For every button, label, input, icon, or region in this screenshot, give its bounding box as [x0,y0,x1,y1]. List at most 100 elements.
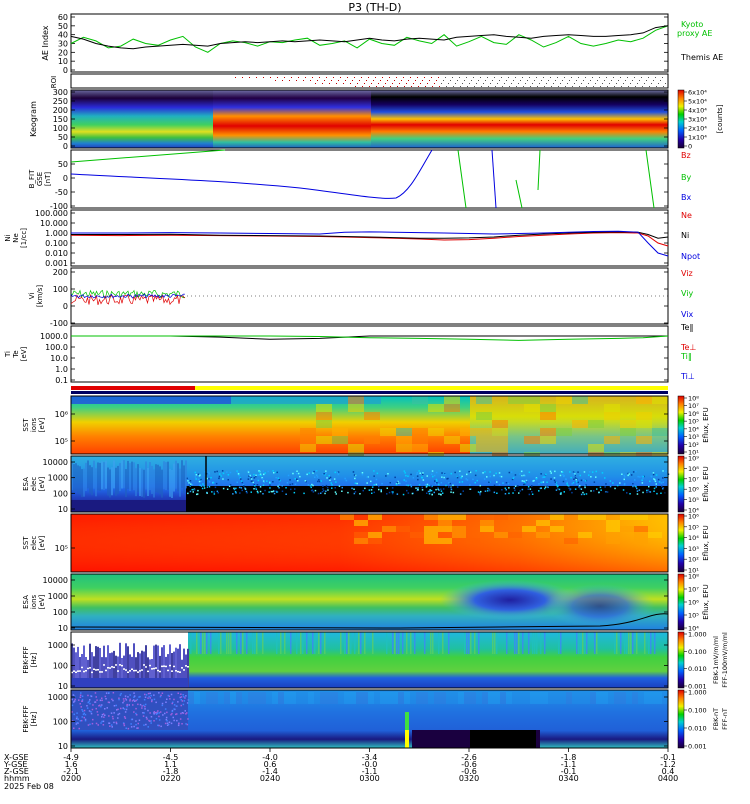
esa-elec-ylabel-3: [eV] [38,476,46,491]
esa-elec-speckle [71,460,670,498]
keogram-cbar-tick-2: 4x10⁴ [688,107,707,115]
ae-tick-1: 50 [58,22,68,31]
fbk-b-tick-2: 10 [58,682,68,691]
esa-elec-cbar-tick-3: 10⁶ [688,486,699,494]
time-axis-x-3: -3.4 [362,753,378,762]
velocity-tick-2: 0 [63,302,68,311]
fbk-e-cbar-tick-1: 0.100 [688,707,707,715]
sst-ions-colorbar [677,395,685,455]
esa-elec-cbar-tick-1: 10⁸ [688,465,699,473]
density-legend-ne: Ne [681,211,692,220]
fbk-b-cbar-tick-2: 0.010 [688,665,707,673]
bfield-bx-line-2 [491,149,497,209]
temperature-legend-tipar: Ti‖ [680,352,692,361]
axis-row-hhmm: hhmm [4,774,30,783]
time-axis-x-4: -2.6 [461,753,477,762]
sst-elec-ylabel: SST [22,536,30,550]
density-tick-5: 0.001 [45,259,68,268]
fbk-b-colorbar-ticks: 1.000 0.100 0.010 0.001 [684,631,707,691]
fbk-b-y-ticks: 1000 100 10 [48,641,668,691]
keogram-tick-6: 0 [63,142,68,151]
sst-elec-y-ticks: 10⁵ [55,544,668,553]
bfield-tick-3: -100 [50,202,68,211]
fbk-b-stripes [190,632,656,654]
temperature-legend-teperp: Te⊥ [680,343,696,352]
time-axis-t-5: 0340 [558,774,578,783]
fbk-e-panel: 1000 100 10 FBK-FFF [Hz] 1.000 0.100 0.010 0.… [22,689,729,752]
time-axis-t-0: 0200 [61,774,81,783]
keogram-tick-1: 250 [53,97,68,106]
esa-ions-cbar-tick-1: 10⁷ [688,586,699,594]
ae-legend-proxy: proxy AE [677,29,712,38]
bfield-tick-0: 50 [58,160,68,169]
density-series [70,230,669,257]
esa-ions-cbar-tick-0: 10⁸ [688,573,699,581]
fbk-e-tick-1: 100 [53,718,68,727]
bfield-tick-2: -50 [55,188,68,197]
esa-ions-y-ticks: 10000 1000 100 10 [43,576,668,633]
fbk-b-cbar-label: FBK-1mV/m/ml [712,636,720,684]
esa-elec-tick-0: 10000 [43,458,68,467]
temperature-tick-0: 1000.0 [40,332,68,341]
keogram-tick-2: 200 [53,106,68,115]
esa-ions-tick-1: 1000 [48,592,68,601]
time-axis-y-4: -0.6 [461,760,477,769]
ae-legend-themis: Themis AE [680,53,723,62]
mode-bars [71,386,668,394]
fbk-e-colorbar-ticks: 1.000 0.100 0.010 0.001 [684,689,707,751]
esa-ions-ylabel-2: ions [30,594,38,609]
fbk-b-tick-1: 100 [53,662,68,671]
esa-ions-tick-3: 10 [58,624,68,633]
axis-row-zgse: Z-GSE [4,767,29,776]
sst-ions-cbar-tick-1: 10⁷ [688,402,699,410]
axis-row-ygse: Y-GSE [3,760,27,769]
bfield-by-line [70,149,226,163]
sst-elec-cbar-tick-4: 10² [688,556,699,564]
bfield-ylabel-3: [nT] [44,172,52,186]
sst-ions-cbar-tick-4: 10⁴ [688,425,699,433]
time-axis-x-0: -4.9 [63,753,79,762]
time-axis-t-4: 0320 [459,774,479,783]
keogram-cbar-tick-0: 6x10⁴ [688,89,707,97]
ae-tick-0: 60 [58,13,68,22]
axis-date: 2025 Feb 08 [4,782,54,791]
temperature-tick-1: 100.0 [45,343,68,352]
velocity-legend-vix: Vix [681,310,694,319]
esa-elec-ylabel-2: elec [30,477,38,492]
keogram-cbar-tick-6: 0 [688,143,692,151]
density-tick-2: 1.000 [45,229,68,238]
velocity-series [70,289,186,306]
esa-elec-colorbar-ticks: 10⁹ 10⁸ 10⁷ 10⁶ 10⁵ 10⁴ [684,455,699,515]
fbk-e-ylabel: FBK-FFF [22,705,30,732]
sst-ions-cbar-tick-7: 10¹ [688,449,699,457]
fbk-e-tick-0: 1000 [48,693,68,702]
velocity-ylabel-2: [km/s] [36,285,44,308]
fbk-e-speckle [71,692,668,730]
keogram-ylabel: Keogram [29,101,38,137]
temperature-ylabel-3: [eV] [20,346,28,361]
sst-elec-cbar-tick-5: 10¹ [688,567,699,575]
roi-ylabel: ROI [50,76,58,88]
bfield-ylabel-2: GSE [36,172,44,186]
density-ylabel: Ni [4,234,12,241]
sst-ions-tick-0: 10⁶ [55,410,68,419]
density-tick-3: 0.100 [45,239,68,248]
time-axis-z-2: -1.4 [262,767,278,776]
time-axis-z-0: -2.1 [63,767,79,776]
esa-elec-cbar-tick-4: 10⁵ [688,496,699,504]
sst-elec-cbar-tick-0: 10⁶ [688,513,699,521]
keogram-tick-4: 100 [53,124,68,133]
density-tick-0: 100.000 [35,209,68,218]
bfield-ylabel: B_FIT [28,169,36,188]
temperature-tick-4: 0.1 [55,376,68,385]
velocity-y-ticks: 200 100 0 -100 [50,268,668,328]
temperature-legend-tepar: Te‖ [680,323,693,332]
figure-title: P3 (TH-D) [348,1,401,14]
time-axis-y-6: -1.2 [660,760,676,769]
time-axis-y-0: 1.6 [65,760,78,769]
temperature-ylabel: Ti [4,351,12,358]
time-axis-z-4: -0.6 [461,767,477,776]
ae-tick-6: 0 [63,66,68,75]
esa-elec-cbar-tick-2: 10⁷ [688,475,699,483]
